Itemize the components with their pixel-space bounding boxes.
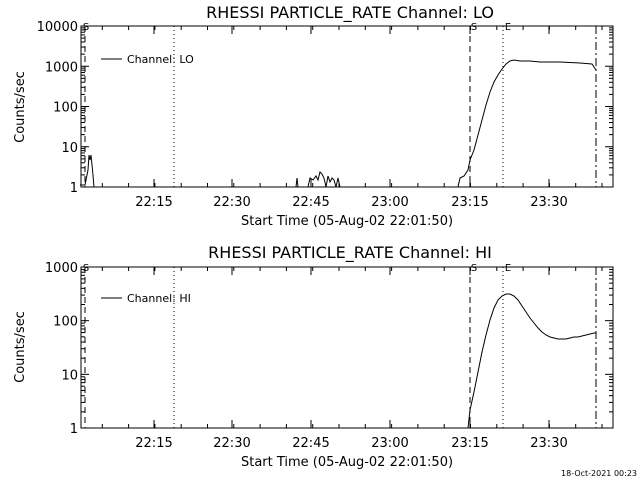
y-tick-label: 1000 bbox=[45, 261, 78, 276]
x-ticks: 22:15 22:30 22:45 23:00 23:15 23:30 bbox=[101, 26, 603, 210]
markers: S ES bbox=[83, 263, 597, 428]
x-axis-label: Start Time (05-Aug-02 22:01:50) bbox=[241, 214, 453, 229]
y-axis-label: Counts/sec bbox=[13, 71, 28, 143]
E-marker-label: E bbox=[505, 22, 511, 33]
y-tick-label: 100 bbox=[53, 315, 78, 330]
x-tick-label: 23:15 bbox=[451, 195, 488, 210]
y-tick-label: 10 bbox=[61, 368, 78, 383]
x-tick-label: 22:15 bbox=[135, 195, 172, 210]
y-tick-label: 100 bbox=[53, 101, 78, 116]
x-tick-label: 23:00 bbox=[371, 195, 408, 210]
x-axis-label: Start Time (05-Aug-02 22:01:50) bbox=[241, 455, 453, 470]
x-tick-label: 23:15 bbox=[451, 436, 488, 451]
S-marker-label: S bbox=[83, 263, 89, 274]
x-tick-label: 23:00 bbox=[371, 436, 408, 451]
x-tick-label: 22:30 bbox=[213, 195, 250, 210]
y-tick-label: 1 bbox=[70, 422, 78, 437]
markers: S ES bbox=[83, 22, 597, 187]
x-tick-label: 22:45 bbox=[292, 436, 329, 451]
x-tick-label: 23:30 bbox=[530, 436, 567, 451]
y-tick-label: 1 bbox=[70, 181, 78, 196]
plot-frame bbox=[80, 25, 614, 188]
chart-title: RHESSI PARTICLE_RATE Channel: LO bbox=[206, 3, 494, 23]
series-line bbox=[80, 59, 597, 188]
x-tick-label: 22:45 bbox=[292, 195, 329, 210]
y-tick-label: 10000 bbox=[37, 20, 78, 35]
legend: Channel: HI bbox=[101, 292, 191, 305]
plot-frame bbox=[80, 266, 614, 429]
chart-title: RHESSI PARTICLE_RATE Channel: HI bbox=[208, 243, 492, 263]
x-tick-label: 23:30 bbox=[530, 195, 567, 210]
S-marker-label: S bbox=[471, 22, 477, 33]
legend: Channel: LO bbox=[101, 53, 194, 66]
legend-label: Channel: LO bbox=[127, 53, 194, 66]
x-ticks: 22:15 22:30 22:45 23:00 23:15 23:30 bbox=[101, 267, 603, 451]
legend-label: Channel: HI bbox=[127, 292, 191, 305]
chart-hi: RHESSI PARTICLE_RATE Channel: HI 1101001… bbox=[13, 243, 614, 470]
footer-timestamp: 18-Oct-2021 00:23 bbox=[561, 469, 637, 478]
series-line bbox=[467, 293, 596, 429]
y-tick-label: 10 bbox=[61, 141, 78, 156]
E-marker-label: E bbox=[505, 263, 511, 274]
S-marker-label: S bbox=[471, 263, 477, 274]
S-marker-label: S bbox=[83, 22, 89, 33]
x-tick-label: 22:15 bbox=[135, 436, 172, 451]
y-ticks: 1 10 100 1000 10000 bbox=[37, 20, 613, 196]
x-tick-label: 22:30 bbox=[213, 436, 250, 451]
y-ticks: 1 10 100 1000 bbox=[45, 261, 613, 437]
y-tick-label: 1000 bbox=[45, 60, 78, 75]
y-axis-label: Counts/sec bbox=[13, 311, 28, 383]
chart-lo: RHESSI PARTICLE_RATE Channel: LO 1101001… bbox=[13, 3, 614, 229]
